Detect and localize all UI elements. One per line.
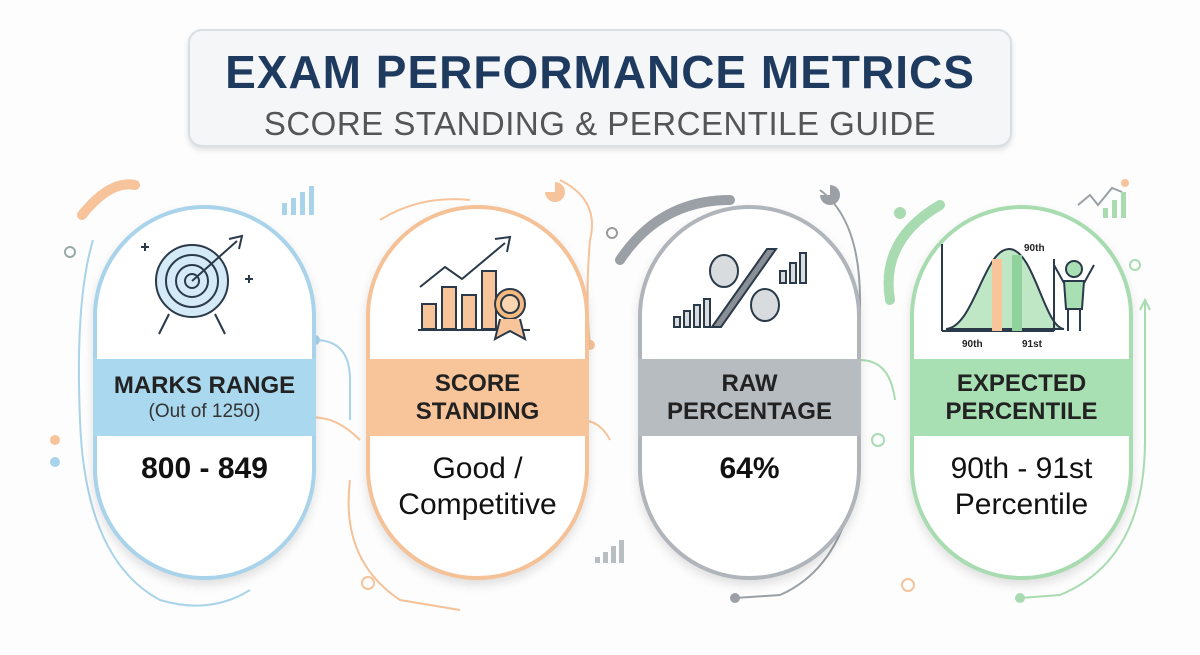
card-expected-percentile: 90th 90th 91st EXPECTED PERCENTILE 90th … <box>910 205 1133 580</box>
card-label: MARKS RANGE <box>113 371 296 399</box>
card-value: 64% <box>719 452 780 485</box>
page-title: EXAM PERFORMANCE METRICS <box>225 46 975 98</box>
card-score-standing: SCORE STANDING Good / Competitive <box>366 205 589 580</box>
bell-curve-person-icon: 90th 90th 91st <box>941 243 1095 350</box>
card-value: 90th - 91st Percentile <box>950 452 1093 521</box>
icon-label-left: 90th <box>962 339 983 350</box>
card-label-band: SCORE STANDING <box>366 359 589 436</box>
card-marks-range: MARKS RANGE (Out of 1250) 800 - 849 <box>93 205 316 580</box>
growth-chart-medal-icon <box>418 235 530 341</box>
card-label-band: RAW PERCENTAGE <box>638 359 861 436</box>
icon-label-right: 91st <box>1022 339 1043 350</box>
card-sublabel: (Out of 1250) <box>148 400 261 422</box>
card-label: RAW PERCENTAGE <box>667 369 832 425</box>
icon-label-top: 90th <box>1024 243 1045 254</box>
title-panel: EXAM PERFORMANCE METRICS SCORE STANDING … <box>188 29 1012 147</box>
card-label: EXPECTED PERCENTILE <box>945 369 1098 425</box>
card-label: SCORE STANDING <box>415 369 540 425</box>
card-value: Good / Competitive <box>398 452 557 521</box>
card-label-band: MARKS RANGE (Out of 1250) <box>93 359 316 436</box>
target-icon <box>141 234 253 335</box>
percent-icon <box>673 248 807 328</box>
card-label-band: EXPECTED PERCENTILE <box>910 359 1133 436</box>
card-value: 800 - 849 <box>141 452 268 485</box>
page-subtitle: SCORE STANDING & PERCENTILE GUIDE <box>263 105 937 142</box>
card-raw-percentage: RAW PERCENTAGE 64% <box>638 205 861 580</box>
